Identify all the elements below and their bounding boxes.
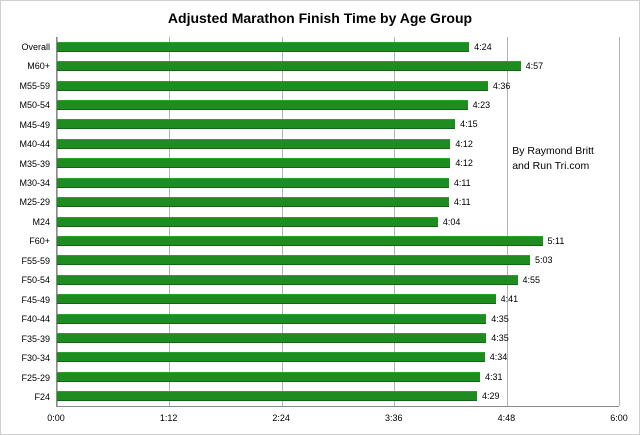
annotation-text: By Raymond Britt and Run Tri.com <box>512 144 594 173</box>
bar-row: 5:11 <box>57 231 619 250</box>
bar <box>57 61 521 72</box>
x-axis-tick-label: 4:48 <box>497 413 516 423</box>
bar-value-label: 4:41 <box>500 294 519 305</box>
bar-row: 4:35 <box>57 309 619 328</box>
bar-value-label: 4:35 <box>491 313 509 324</box>
bar-value-label: 5:11 <box>547 235 565 246</box>
x-axis-tick-label: 6:00 <box>610 413 628 423</box>
bar <box>57 313 487 324</box>
bar <box>57 294 496 305</box>
bar <box>57 80 488 91</box>
y-axis-label: M60+ <box>27 61 50 72</box>
bar <box>57 119 456 130</box>
bar <box>57 352 485 363</box>
bar-value-label: 5:03 <box>535 255 553 266</box>
bar-row: 4:11 <box>57 173 619 192</box>
bar-row: 4:15 <box>57 115 619 134</box>
bar-row: 4:12 <box>57 134 619 153</box>
bar-row: 4:04 <box>57 212 619 231</box>
annotation-line: and Run Tri.com <box>512 159 590 172</box>
bar <box>57 274 518 285</box>
bar <box>57 333 487 344</box>
bar-value-label: 4:57 <box>525 61 544 72</box>
bar <box>57 371 481 382</box>
bar <box>57 197 449 208</box>
bar-row: 4:24 <box>57 37 619 56</box>
bar-value-label: 4:34 <box>489 352 508 363</box>
plot-area: 4:24 4:57 4:36 4:23 4:15 4:12 4:12 4:11 4:11 4:04… <box>56 37 620 407</box>
bar-value-label: 4:55 <box>522 274 541 285</box>
bar-value-label: 4:31 <box>485 371 503 382</box>
bar-value-label: 4:11 <box>453 197 471 208</box>
bar-row: 4:35 <box>57 328 619 347</box>
gridline <box>506 37 508 406</box>
y-axis-label: F50-54 <box>21 275 50 286</box>
bar-value-label: 4:24 <box>474 41 492 52</box>
bar-row: 4:23 <box>57 95 619 114</box>
y-axis-labels: Overall M60+ M55-59 M50-54 M45-49 M40-44 M35-3… <box>1 37 56 407</box>
bar <box>57 255 531 266</box>
x-axis-tick-label: 2:24 <box>272 413 290 423</box>
bar-value-label: 4:35 <box>491 333 509 344</box>
y-axis-label: F30-34 <box>21 353 50 364</box>
y-axis-label: M55-59 <box>19 80 50 91</box>
bar <box>57 138 451 149</box>
bar <box>57 158 451 169</box>
y-axis-label: M40-44 <box>19 139 50 150</box>
y-axis-label: M30-34 <box>19 178 50 189</box>
chart-area: Overall M60+ M55-59 M50-54 M45-49 M40-44 M35-3… <box>1 37 620 407</box>
y-axis-label: F40-44 <box>21 314 50 325</box>
bar-value-label: 4:11 <box>453 177 471 188</box>
y-axis-label: F45-49 <box>21 294 50 305</box>
annotation-line: By Raymond Britt <box>512 145 594 157</box>
x-axis-tick-label: 1:12 <box>159 413 178 423</box>
y-axis-label: M24 <box>32 216 50 227</box>
bar <box>57 41 470 52</box>
bar-value-label: 4:15 <box>460 119 478 130</box>
y-axis-label: M45-49 <box>19 119 50 130</box>
gridline <box>619 37 620 406</box>
bar-row: 4:12 <box>57 154 619 173</box>
bar <box>57 391 477 402</box>
bar-value-label: 4:36 <box>492 80 511 91</box>
bar-row: 4:31 <box>57 367 619 386</box>
bar <box>57 99 468 110</box>
y-axis-label: M25-29 <box>19 197 50 208</box>
y-axis-label: F60+ <box>29 236 50 247</box>
bar-value-label: 4:29 <box>481 391 500 402</box>
bar <box>57 235 543 246</box>
bar-row: 4:34 <box>57 348 619 367</box>
bar-rows: 4:24 4:57 4:36 4:23 4:15 4:12 4:12 4:11 4:11 4:04… <box>57 37 619 406</box>
y-axis-label: M50-54 <box>19 100 50 111</box>
bar-row: 4:29 <box>57 387 619 406</box>
bar <box>57 177 449 188</box>
bar-row: 4:36 <box>57 76 619 95</box>
bar-row: 4:55 <box>57 270 619 289</box>
y-axis-label: F25-29 <box>21 372 50 383</box>
y-axis-label: M35-39 <box>19 158 50 169</box>
bar <box>57 216 438 227</box>
bar-row: 4:57 <box>57 56 619 75</box>
bar-value-label: 4:12 <box>455 138 473 149</box>
y-axis-label: F55-59 <box>21 255 50 266</box>
bar-value-label: 4:12 <box>455 158 473 169</box>
y-axis-label: Overall <box>21 41 50 52</box>
bar-row: 4:11 <box>57 192 619 211</box>
chart-title: Adjusted Marathon Finish Time by Age Gro… <box>167 10 473 26</box>
x-axis-tick-label: 0:00 <box>47 413 65 423</box>
x-axis-labels: 0:00 1:12 2:24 3:36 4:48 6:00 <box>47 413 628 427</box>
x-axis-tick-label: 3:36 <box>385 413 403 423</box>
bar-value-label: 4:23 <box>472 99 491 110</box>
bar-value-label: 4:04 <box>442 216 461 227</box>
y-axis-label: F35-39 <box>21 333 50 344</box>
bar-row: 5:03 <box>57 251 619 270</box>
bar-row: 4:41 <box>57 289 619 308</box>
y-axis-label: F24 <box>34 392 50 403</box>
